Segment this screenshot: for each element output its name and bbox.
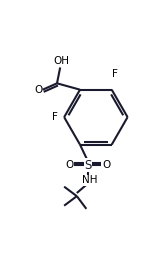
Text: S: S [84, 159, 92, 172]
Text: NH: NH [82, 175, 97, 185]
Text: O: O [35, 85, 43, 95]
Text: O: O [102, 160, 110, 170]
Text: OH: OH [53, 56, 69, 66]
Text: O: O [66, 160, 74, 170]
Text: F: F [112, 69, 118, 79]
Text: F: F [52, 112, 58, 122]
